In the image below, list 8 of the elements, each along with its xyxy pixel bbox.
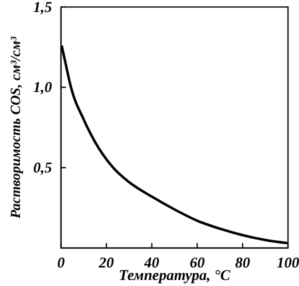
- x-tick-label: 100: [276, 256, 299, 272]
- x-tick-label: 20: [98, 256, 114, 272]
- y-tick-label: 0,5: [33, 160, 52, 176]
- x-tick-label: 80: [235, 256, 251, 272]
- y-tick-label: 1,0: [33, 80, 52, 96]
- y-axis-title: Растворимость COS, см³/см³: [9, 36, 24, 218]
- x-tick-label: 0: [57, 256, 66, 272]
- y-tick-label: 1,5: [33, 0, 52, 16]
